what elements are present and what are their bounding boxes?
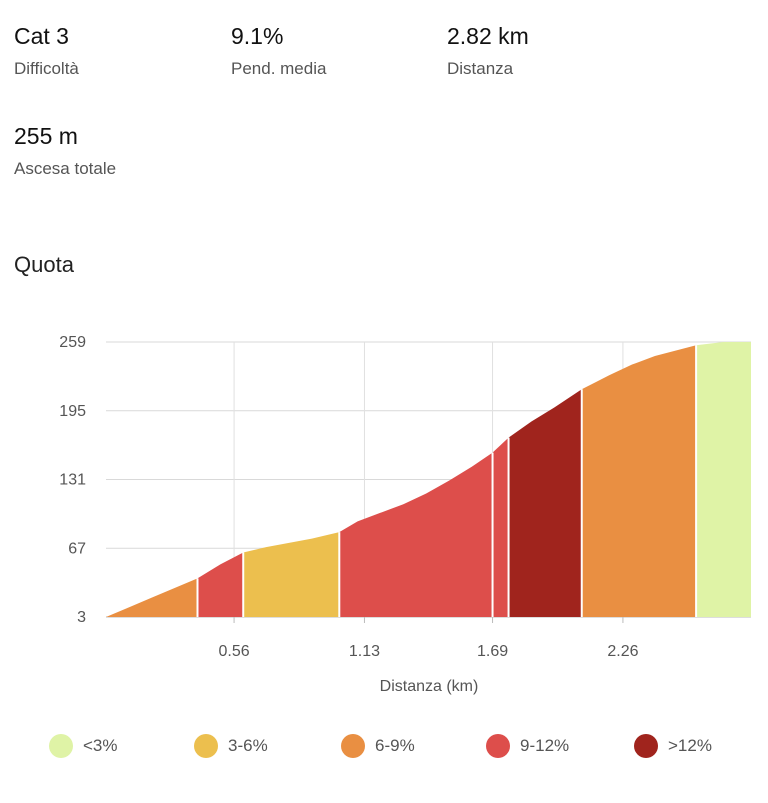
stat-average-gradient: 9.1% Pend. media	[231, 22, 326, 80]
legend-label: 6-9%	[375, 736, 415, 755]
stat-value: 9.1%	[231, 23, 284, 49]
legend-item-lt3: <3%	[49, 730, 118, 762]
legend-item-9-12: 9-12%	[486, 730, 569, 762]
legend-swatch	[194, 734, 218, 758]
segment-area	[581, 345, 697, 617]
legend-swatch	[486, 734, 510, 758]
x-tick-label: 1.69	[477, 643, 508, 660]
legend-label: <3%	[83, 736, 118, 755]
x-axis-label: Distanza (km)	[380, 678, 479, 695]
y-tick-label: 3	[77, 609, 86, 626]
segment-area	[508, 389, 582, 617]
segment-area	[106, 578, 198, 617]
x-tick-label: 0.56	[219, 643, 250, 660]
y-axis-ticks: 3 67 131 195 259	[59, 334, 86, 626]
y-tick-label: 195	[59, 403, 86, 420]
x-tick-label: 2.26	[607, 643, 638, 660]
elevation-chart: 3 67 131 195 259 0.56 1.13 1.69 2.26 Distanza (…	[59, 334, 751, 695]
segment-area	[696, 342, 751, 617]
segment-area	[243, 532, 340, 617]
segment-area	[339, 452, 493, 617]
elevation-section-title: Quota	[14, 252, 74, 277]
legend-item-gt12: >12%	[634, 730, 712, 762]
segment-area	[197, 552, 244, 617]
gradient-segments	[106, 342, 751, 617]
legend-label: 3-6%	[228, 736, 268, 755]
legend: <3% 3-6% 6-9% 9-12% >12%	[0, 730, 768, 762]
stat-label: Distanza	[447, 59, 514, 78]
x-tick-label: 1.13	[349, 643, 380, 660]
stat-value: 2.82 km	[447, 23, 529, 49]
legend-swatch	[634, 734, 658, 758]
legend-swatch	[341, 734, 365, 758]
stat-label: Ascesa totale	[14, 159, 117, 178]
segment-dividers	[196, 345, 698, 617]
legend-item-6-9: 6-9%	[341, 730, 415, 762]
x-axis-ticks: 0.56 1.13 1.69 2.26	[219, 617, 639, 660]
stat-difficulty: Cat 3 Difficoltà	[14, 22, 79, 80]
legend-swatch	[49, 734, 73, 758]
stat-total-ascent: 255 m Ascesa totale	[14, 122, 116, 180]
y-tick-label: 67	[68, 540, 86, 557]
stat-value: 255 m	[14, 123, 78, 149]
legend-label: 9-12%	[520, 736, 570, 755]
legend-label: >12%	[668, 736, 712, 755]
segment-area	[492, 437, 509, 617]
stat-value: Cat 3	[14, 23, 69, 49]
legend-item-3-6: 3-6%	[194, 730, 268, 762]
stat-label: Pend. media	[231, 59, 327, 78]
stat-distance: 2.82 km Distanza	[447, 22, 529, 80]
stat-label: Difficoltà	[14, 59, 79, 78]
y-tick-label: 131	[59, 472, 86, 489]
y-tick-label: 259	[59, 334, 86, 351]
